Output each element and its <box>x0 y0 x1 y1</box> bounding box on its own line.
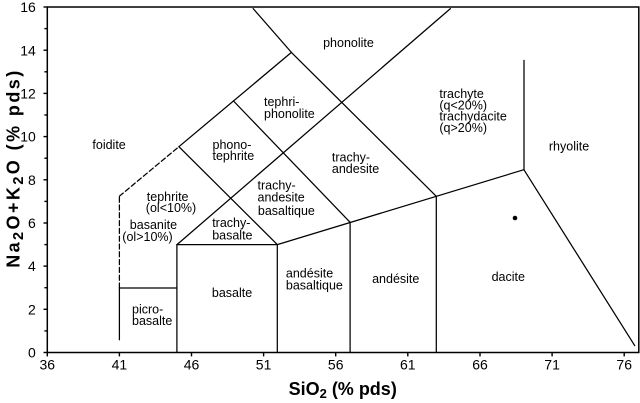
svg-text:8: 8 <box>28 172 36 188</box>
svg-text:basaltique: basaltique <box>286 279 343 293</box>
svg-text:36: 36 <box>40 357 56 373</box>
svg-text:tephrite: tephrite <box>213 149 255 163</box>
svg-text:71: 71 <box>544 357 560 373</box>
svg-text:trachydacite: trachydacite <box>439 110 506 124</box>
svg-text:tephri-: tephri- <box>264 95 299 109</box>
svg-text:rhyolite: rhyolite <box>549 139 589 153</box>
svg-text:14: 14 <box>20 42 36 58</box>
svg-text:2: 2 <box>28 301 36 317</box>
svg-text:basanite: basanite <box>130 218 177 232</box>
svg-text:(q>20%): (q>20%) <box>439 121 487 135</box>
svg-text:76: 76 <box>616 357 632 373</box>
svg-text:Na2O+K2O (% pds): Na2O+K2O (% pds) <box>4 71 28 268</box>
svg-text:0: 0 <box>28 345 36 361</box>
svg-text:51: 51 <box>256 357 272 373</box>
svg-text:trachy-: trachy- <box>258 179 296 193</box>
svg-text:6: 6 <box>28 215 36 231</box>
svg-text:foidite: foidite <box>92 138 125 152</box>
svg-text:10: 10 <box>20 129 36 145</box>
svg-text:4: 4 <box>28 258 36 274</box>
svg-text:SiO2 (% pds): SiO2 (% pds) <box>289 379 397 401</box>
svg-text:tephrite: tephrite <box>147 190 189 204</box>
svg-text:41: 41 <box>112 357 128 373</box>
svg-text:picro-: picro- <box>132 302 163 316</box>
svg-text:66: 66 <box>472 357 488 373</box>
svg-text:basalte: basalte <box>212 228 252 242</box>
svg-text:12: 12 <box>20 86 36 102</box>
svg-text:basalte: basalte <box>212 286 252 300</box>
svg-text:andesite: andesite <box>332 162 379 176</box>
svg-text:16: 16 <box>20 0 36 15</box>
svg-text:(ol<10%): (ol<10%) <box>146 201 196 215</box>
svg-text:(ol>10%): (ol>10%) <box>122 230 172 244</box>
svg-text:andesite: andesite <box>258 190 305 204</box>
svg-text:61: 61 <box>400 357 416 373</box>
svg-text:basalte: basalte <box>132 314 172 328</box>
svg-text:andésite: andésite <box>372 272 419 286</box>
svg-text:phono-: phono- <box>213 138 252 152</box>
svg-text:phonolite: phonolite <box>323 36 374 50</box>
svg-text:56: 56 <box>328 357 344 373</box>
svg-text:basaltique: basaltique <box>258 204 315 218</box>
svg-text:andésite: andésite <box>286 267 333 281</box>
svg-text:trachy-: trachy- <box>212 216 250 230</box>
svg-text:(q<20%): (q<20%) <box>439 98 487 112</box>
svg-text:dacite: dacite <box>492 270 525 284</box>
svg-text:trachyte: trachyte <box>439 87 484 101</box>
svg-text:46: 46 <box>184 357 200 373</box>
svg-text:trachy-: trachy- <box>332 151 370 165</box>
svg-text:phonolite: phonolite <box>264 107 315 121</box>
